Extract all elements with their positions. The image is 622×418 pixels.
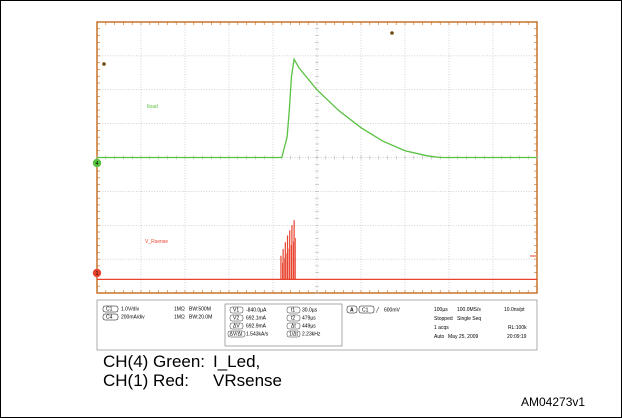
cursor-dt-label: Δt (291, 324, 296, 330)
caption-ch1-signal: VRsense (213, 371, 282, 390)
cursor-marker-dot (102, 62, 106, 66)
record-length: RL:100k (508, 325, 527, 331)
ch4-marker-label: 4 (96, 161, 99, 167)
iload-trace-label: Iload (147, 104, 158, 110)
timebase-sample-rate: 100.0MS/s (457, 307, 481, 313)
cursor-inv-dt-value: 2.23kHz (302, 332, 321, 338)
timebase-pt-rate: 10.0ns/pt (504, 307, 525, 313)
ch4-badge: C4 (106, 315, 113, 321)
ch1-marker: 1 (92, 268, 102, 278)
channel-readouts: C1 1.0V/div 1MΩ BW:500M C4 200mA/div 1MΩ… (102, 305, 212, 321)
ch4-scale: 200mA/div (121, 315, 145, 321)
trigger-position-dot (390, 31, 394, 35)
ch4-bandwidth: BW:20.0M (189, 315, 212, 321)
trigger-mode: Auto (434, 334, 445, 340)
ch1-scale: 1.0V/div (121, 307, 140, 313)
cursor-dvdt-value: 1.543kA/s (246, 332, 269, 338)
cursor-dt-value: 449µs (302, 324, 316, 330)
scope-info-panel: C1 1.0V/div 1MΩ BW:500M C4 200mA/div 1MΩ… (96, 299, 538, 351)
cursor-t1-value: 30.0µs (302, 308, 318, 314)
trigger-slope-icon: ╱ (375, 307, 380, 314)
cursor-dv-label: ΔV (233, 324, 240, 330)
waveform-traces (97, 57, 537, 281)
acq-mode: Single Seq (457, 316, 481, 322)
cursor-t2-label: t2 (291, 316, 295, 322)
scope-screen: Iload V_Rsense 4 1 (92, 21, 538, 294)
cursor-dvdt-label: ΔV/Δt (230, 332, 243, 338)
cursor-t2-value: 479µs (302, 316, 316, 322)
acq-count: 1 acqs (434, 325, 449, 331)
ch1-badge: C1 (106, 307, 113, 313)
caption-line-2: CH(1) Red: VRsense (103, 371, 282, 391)
trigger-level: 600mV (384, 308, 401, 314)
capture-date: May 25, 2009 (448, 334, 479, 340)
ch4-coupling: 1MΩ (174, 315, 185, 321)
ch4-marker: 4 (92, 158, 102, 168)
vrsense-trace-label: V_Rsense (145, 239, 168, 245)
ch1-coupling: 1MΩ (174, 307, 185, 313)
i-led-trace (97, 57, 537, 159)
caption-ch1: CH(1) Red: (103, 371, 189, 390)
trigger-badge: A (350, 308, 354, 314)
cursor-v2-value: 692.1mA (246, 316, 267, 322)
caption-line-1: CH(4) Green: I_Led, (103, 352, 260, 372)
trigger-source: C1 (362, 308, 369, 314)
acq-state: Stopped (434, 316, 453, 322)
caption-ch4: CH(4) Green: (103, 352, 206, 371)
cursor-t1-label: t1 (291, 308, 295, 314)
ch1-bandwidth: BW:500M (189, 307, 211, 313)
capture-time: 20:09:19 (507, 334, 527, 340)
timebase-time-div: 100µs (434, 307, 448, 313)
cursor-v1-value: -840.0µA (246, 308, 267, 314)
cursor-readouts: V1 -840.0µA V2 692.1mA ΔV 692.9mA ΔV/Δt … (224, 303, 343, 347)
cursor-v1-label: V1 (233, 308, 239, 314)
ch1-marker-label: 1 (96, 271, 99, 277)
trigger-readout: A C1 ╱ 600mV (346, 305, 401, 314)
timebase-readout: 100µs 100.0MS/s 10.0ns/pt Stopped Single… (434, 307, 527, 340)
cursor-dv-value: 692.9mA (246, 324, 267, 330)
figure-id: AM04273v1 (521, 395, 586, 409)
cursor-inv-dt-label: 1/Δt (289, 332, 299, 338)
caption-ch4-signal: I_Led, (213, 352, 261, 371)
cursor-v2-label: V2 (233, 316, 239, 322)
